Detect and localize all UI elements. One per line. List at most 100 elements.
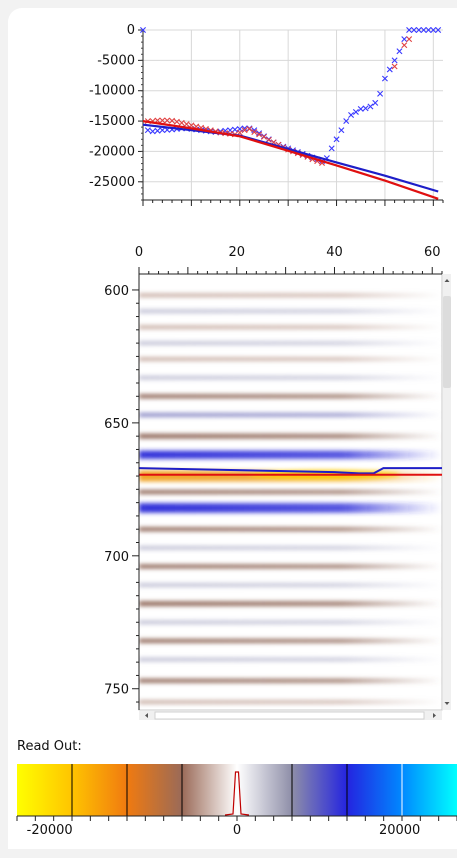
heatmap-band <box>139 583 442 588</box>
heatmap-band <box>139 293 442 298</box>
point-stroke <box>420 27 427 33</box>
y-tick-label: 750 <box>104 683 129 698</box>
data-point <box>256 130 263 137</box>
heatmap-band <box>139 545 442 550</box>
scrollbar-v-thumb[interactable] <box>443 296 451 388</box>
data-point <box>173 118 180 125</box>
x-tick-label: 20 <box>228 245 245 260</box>
point-stroke <box>391 63 398 70</box>
point-stroke <box>178 119 185 126</box>
point-stroke <box>241 125 248 132</box>
colorbar-tick-label: 20000 <box>379 823 420 838</box>
data-point <box>357 105 364 112</box>
heatmap-band <box>139 700 442 705</box>
heatmap-band <box>139 357 442 362</box>
point-stroke <box>251 127 258 134</box>
data-point <box>391 57 398 64</box>
data-point <box>183 121 190 128</box>
point-stroke <box>231 126 238 133</box>
heatmap-band <box>139 657 442 662</box>
point-stroke <box>256 131 263 138</box>
point-stroke <box>415 27 422 33</box>
point-stroke <box>343 118 350 125</box>
point-stroke <box>169 117 176 124</box>
point-stroke <box>367 103 374 110</box>
data-point <box>420 27 427 33</box>
point-stroke <box>183 121 190 128</box>
data-point <box>396 48 403 55</box>
data-point <box>328 145 335 152</box>
data-point <box>406 27 413 33</box>
data-point <box>352 108 359 115</box>
y-tick-label: -25000 <box>89 175 135 190</box>
data-point <box>425 27 432 33</box>
point-stroke <box>251 129 258 135</box>
scrollbar-v-track[interactable] <box>443 274 451 710</box>
point-stroke <box>372 99 379 106</box>
readout-label: Read Out: <box>17 739 82 754</box>
data-point <box>149 128 156 135</box>
point-stroke <box>173 118 180 125</box>
heatmap-band <box>139 489 442 495</box>
y-tick-label: 600 <box>104 284 129 299</box>
heatmap-bands <box>139 293 442 705</box>
data-point <box>178 119 185 126</box>
point-stroke <box>149 128 156 135</box>
data-point <box>251 127 258 134</box>
data-point <box>256 131 263 138</box>
data-point <box>265 136 272 143</box>
heatmap-band <box>139 564 442 569</box>
point-stroke <box>377 90 384 97</box>
point-stroke <box>357 105 364 112</box>
y-tick-label: 0 <box>127 23 135 38</box>
data-point <box>338 127 345 134</box>
point-stroke <box>430 27 437 33</box>
data-point <box>391 63 398 70</box>
heatmap-band <box>139 678 442 683</box>
point-stroke <box>406 27 413 33</box>
data-point <box>430 27 437 33</box>
data-point <box>169 117 176 124</box>
point-stroke <box>381 75 388 82</box>
data-point <box>241 127 248 134</box>
x-tick-label: 60 <box>424 245 441 260</box>
point-stroke <box>328 145 335 152</box>
point-stroke <box>260 133 267 140</box>
point-stroke <box>241 127 248 134</box>
heatmap-band <box>139 450 442 459</box>
y-tick-label: 700 <box>104 550 129 565</box>
data-point <box>246 125 253 132</box>
data-point <box>381 75 388 82</box>
heatmap-band <box>139 503 442 513</box>
point-stroke <box>425 27 432 33</box>
data-point <box>154 127 161 134</box>
heatmap-band <box>139 527 442 532</box>
point-stroke <box>401 36 408 43</box>
point-stroke <box>352 108 359 115</box>
point-stroke <box>159 127 166 134</box>
heatmap-chart: 0 20 40 60 600 650 700 750 <box>104 245 451 720</box>
heatmap-band <box>139 433 442 439</box>
colorbar: -20000 0 20000 <box>16 764 457 838</box>
fit-line-3 <box>142 120 439 200</box>
data-point <box>362 105 369 112</box>
data-point <box>159 127 166 134</box>
point-stroke <box>396 48 403 55</box>
scroll-right-arrow-icon[interactable] <box>433 713 436 718</box>
scroll-up-arrow-icon[interactable] <box>444 279 450 282</box>
scroll-left-arrow-icon[interactable] <box>145 713 148 718</box>
point-stroke <box>154 127 161 134</box>
data-point <box>435 27 442 33</box>
point-stroke <box>144 127 151 134</box>
x-tick-label: 0 <box>135 245 143 260</box>
data-point <box>333 136 340 143</box>
plot-area <box>143 30 443 200</box>
scroll-down-arrow-icon[interactable] <box>444 702 450 705</box>
top-scatter-chart: 0 -5000 -10000 -15000 -20000 -25000 <box>89 23 444 206</box>
point-stroke <box>386 66 393 73</box>
data-point <box>343 118 350 125</box>
y-tick-label: -15000 <box>89 114 135 129</box>
scrollbar-h-thumb[interactable] <box>154 711 425 720</box>
data-point <box>401 42 408 49</box>
point-stroke <box>222 127 229 134</box>
